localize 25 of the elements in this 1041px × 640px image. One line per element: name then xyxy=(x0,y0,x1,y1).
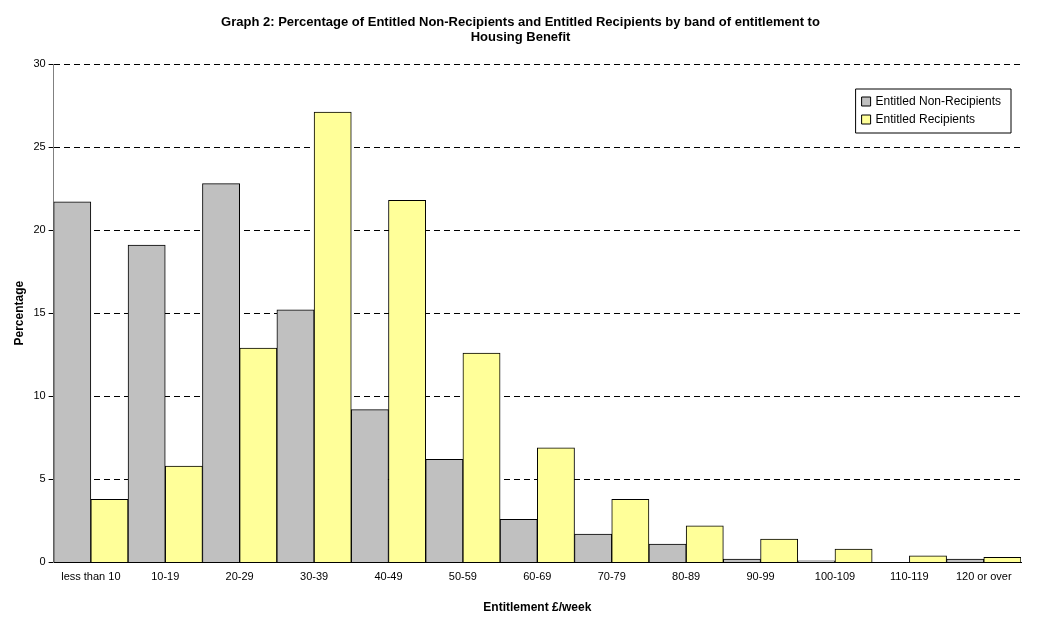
y-tick-label: 5 xyxy=(39,472,46,485)
x-tick-label: 50-59 xyxy=(448,570,477,583)
x-tick-label: 100-109 xyxy=(814,570,856,583)
legend-label: Entitled Recipients xyxy=(875,112,975,127)
x-tick-label: 110-119 xyxy=(890,570,929,583)
y-tick-label: 10 xyxy=(33,389,46,402)
x-tick-label: 80-89 xyxy=(672,570,701,583)
x-tick-label: 10-19 xyxy=(151,570,180,583)
x-tick-label: 70-79 xyxy=(597,570,626,583)
x-tick-label: 40-49 xyxy=(374,570,403,583)
x-tick-label: 20-29 xyxy=(225,570,254,583)
x-tick-label: 30-39 xyxy=(300,570,329,583)
legend-label: Entitled Non-Recipients xyxy=(875,94,1002,109)
x-tick-label: 120 or over xyxy=(955,570,1012,583)
y-tick-label: 30 xyxy=(33,57,46,70)
y-axis-title: Percentage xyxy=(11,280,26,346)
y-tick-label: 20 xyxy=(33,223,46,236)
y-tick-label: 25 xyxy=(33,140,46,153)
x-tick-label: less than 10 xyxy=(61,570,121,583)
y-tick-label: 15 xyxy=(33,306,46,319)
x-tick-label: 60-69 xyxy=(523,570,552,583)
y-tick-label: 0 xyxy=(39,555,46,568)
x-tick-label: 90-99 xyxy=(746,570,775,583)
x-axis-title: Entitlement £/week xyxy=(483,600,592,615)
chart-title: Graph 2: Percentage of Entitled Non-Recipients and Entitled Recipients by band of entitlement to Housing Benefit xyxy=(220,14,821,44)
